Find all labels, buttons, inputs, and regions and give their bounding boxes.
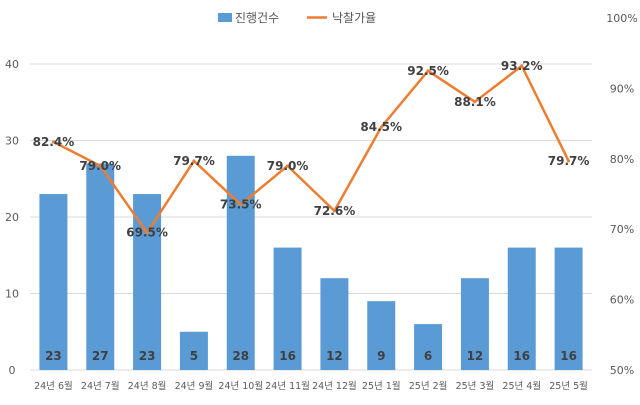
line-data-label: 69.5% (126, 226, 168, 240)
x-tick: 24년 8월 (128, 380, 167, 392)
line-data-label: 72.6% (314, 204, 356, 218)
bar (460, 278, 489, 370)
x-tick: 24년 10월 (218, 380, 263, 392)
bar-data-label: 16 (513, 349, 530, 363)
line-point (567, 159, 571, 163)
x-tick: 24년 7월 (81, 380, 120, 392)
bar (554, 247, 583, 370)
y-right-tick: 50% (610, 364, 634, 377)
line-point (239, 203, 243, 207)
x-tick: 24년 12월 (312, 380, 357, 392)
legend-label-bar: 진행건수 (235, 10, 279, 25)
x-tick: 24년 11월 (265, 380, 310, 392)
line-data-label: 79.7% (173, 154, 215, 168)
line-data-label: 92.5% (407, 64, 449, 78)
bar-data-label: 9 (377, 349, 385, 363)
x-tick: 24년 9월 (175, 380, 214, 392)
line-point (98, 164, 102, 168)
line-data-label: 93.2% (501, 59, 543, 73)
y-left-tick: 30 (5, 135, 19, 148)
legend-swatch-bar (218, 13, 232, 22)
y-right-tick: 100% (606, 12, 637, 25)
bar-data-label: 16 (279, 349, 296, 363)
line-data-label: 79.7% (548, 154, 590, 168)
line-point (426, 69, 430, 73)
bar-data-label: 28 (232, 349, 249, 363)
line-point (473, 100, 477, 104)
line-data-label: 79.0% (267, 159, 309, 173)
y-right-tick: 80% (610, 153, 634, 166)
bar (86, 163, 115, 370)
bar-data-label: 23 (139, 349, 156, 363)
x-tick: 25년 4월 (502, 380, 541, 392)
bar-data-label: 27 (92, 349, 109, 363)
y-left-tick: 20 (5, 211, 19, 224)
bar-data-label: 5 (190, 349, 198, 363)
y-right-tick: 70% (610, 223, 634, 236)
line-data-label: 84.5% (360, 120, 402, 134)
bar-data-label: 6 (424, 349, 432, 363)
x-tick: 25년 5월 (549, 380, 588, 392)
x-tick: 25년 2월 (409, 380, 448, 392)
x-tick: 24년 6월 (34, 380, 73, 392)
line-point (332, 209, 336, 213)
line-series (52, 64, 570, 234)
line-data-label: 88.1% (454, 95, 496, 109)
bar (133, 194, 162, 370)
bar (414, 324, 443, 370)
bar-data-label: 16 (560, 349, 577, 363)
line-data-label: 79.0% (79, 159, 121, 173)
bar (273, 247, 302, 370)
bar (226, 155, 255, 370)
x-tick: 25년 3월 (456, 380, 495, 392)
x-tick: 25년 1월 (362, 380, 401, 392)
bar-data-label: 12 (326, 349, 343, 363)
line-point (51, 140, 55, 144)
bar (39, 194, 68, 370)
line-point (145, 231, 149, 235)
line-point (192, 159, 196, 163)
y-left-tick: 40 (5, 58, 19, 71)
line-data-label: 82.4% (33, 135, 75, 149)
bar (179, 331, 208, 370)
line-point (379, 125, 383, 129)
line-point (520, 64, 524, 68)
line-data-label: 73.5% (220, 198, 262, 212)
y-right-tick: 90% (610, 82, 634, 95)
y-left-tick: 0 (9, 364, 16, 377)
bar-data-label: 23 (45, 349, 62, 363)
bar (320, 278, 349, 370)
bar (367, 301, 396, 370)
legend-label-line: 낙찰가율 (332, 11, 376, 25)
line-point (286, 164, 290, 168)
bar-data-label: 12 (467, 349, 484, 363)
y-left-tick: 10 (5, 288, 19, 301)
y-right-tick: 60% (610, 294, 634, 307)
bar (507, 247, 536, 370)
